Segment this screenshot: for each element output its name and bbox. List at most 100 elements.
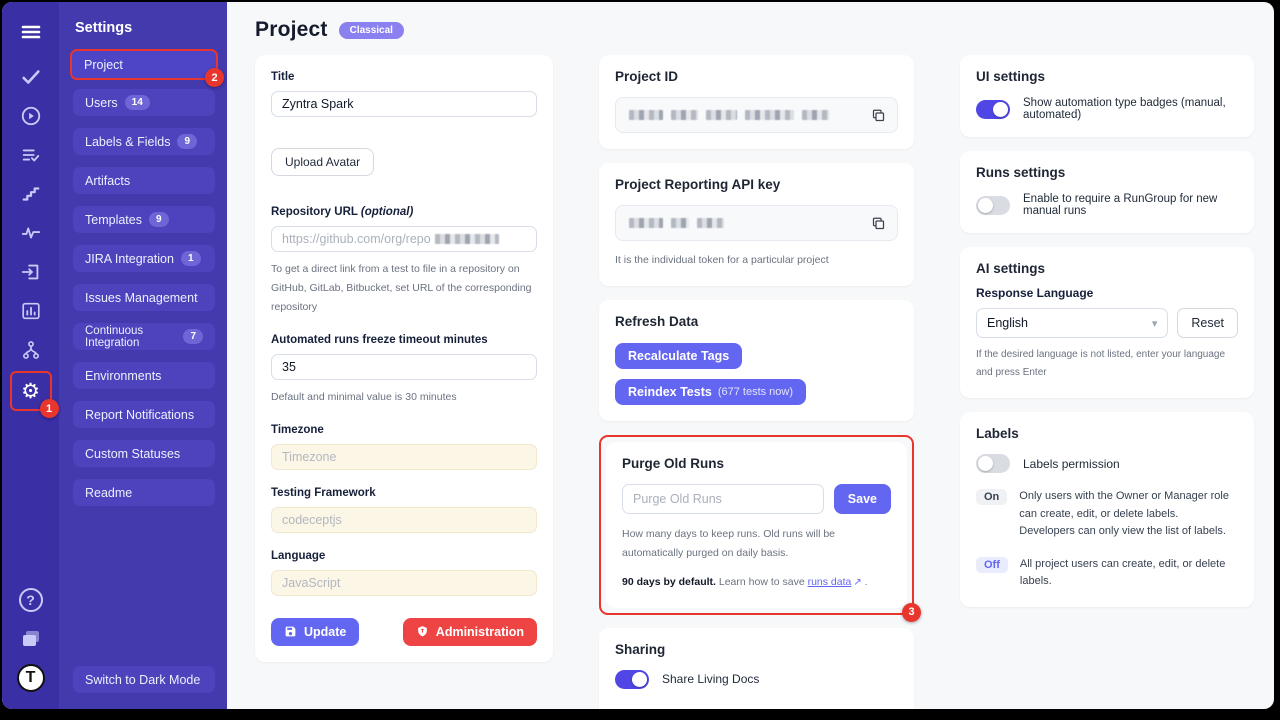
labels-off-text: All project users can create, edit, or d…	[1019, 557, 1226, 588]
sidebar-item-artifacts[interactable]: Artifacts	[73, 167, 215, 194]
require-rungroup-toggle[interactable]	[976, 195, 1010, 215]
copy-icon	[872, 109, 884, 121]
reindex-tests-button[interactable]: Reindex Tests (677 tests now)	[615, 378, 807, 405]
purge-old-runs-card: Purge Old Runs Save How many days to kee…	[606, 441, 907, 608]
sidebar-item-templates[interactable]: Templates 9	[73, 206, 215, 233]
sidebar-item-readme[interactable]: Readme	[73, 479, 215, 506]
repository-url-label: Repository URL (optional)	[271, 206, 414, 218]
classical-badge: Classical	[338, 21, 404, 39]
shield-icon	[417, 626, 427, 637]
project-item-highlight-box: Project 2	[70, 49, 224, 87]
annotation-step-3: 3	[902, 602, 921, 622]
import-icon[interactable]	[11, 252, 51, 291]
off-badge: Off	[976, 556, 1008, 573]
repository-url-input[interactable]: https://github.com/org/repo	[271, 226, 537, 252]
response-language-label: Response Language	[976, 286, 1094, 300]
api-key-card: Project Reporting API key It is the indi…	[599, 163, 914, 286]
labels-on-text: Only users with the Owner or Manager rol…	[1019, 490, 1229, 538]
api-key-help: It is the individual token for a particu…	[615, 254, 829, 266]
sidebar-item-continuous-integration[interactable]: Continuous Integration 7	[73, 323, 215, 350]
analytics-pulse-icon[interactable]	[11, 213, 51, 252]
purge-default-note: 90 days by default. Learn how to save ru…	[622, 573, 891, 592]
share-living-docs-label: Share Living Docs	[662, 672, 760, 687]
freeze-timeout-label: Automated runs freeze timeout minutes	[271, 333, 488, 346]
purge-old-runs-input[interactable]	[622, 483, 824, 514]
count-badge: 7	[183, 329, 203, 344]
tests-check-icon[interactable]	[11, 57, 51, 96]
app-logo[interactable]: T	[11, 658, 51, 697]
reports-bar-chart-icon[interactable]	[11, 291, 51, 330]
purge-save-button[interactable]: Save	[833, 483, 891, 514]
runs-settings-heading: Runs settings	[976, 165, 1066, 180]
settings-gear-icon[interactable]: ⚙	[14, 375, 48, 407]
project-id-field	[615, 97, 898, 133]
count-badge: 9	[148, 212, 169, 227]
labels-card: Labels Labels permission On Only users w…	[960, 412, 1254, 607]
page-title: Project	[255, 18, 328, 41]
icon-rail: ⚙ 1 ? T	[2, 2, 59, 709]
refresh-data-heading: Refresh Data	[615, 313, 699, 329]
reindex-count-note: (677 tests now)	[717, 385, 794, 398]
title-label: Title	[271, 71, 295, 83]
update-button[interactable]: Update	[271, 617, 360, 646]
ui-settings-heading: UI settings	[976, 69, 1046, 84]
redacted-project-id	[616, 110, 859, 120]
testing-framework-input[interactable]	[271, 506, 537, 533]
labels-permission-toggle[interactable]	[976, 454, 1010, 473]
project-id-heading: Project ID	[615, 69, 679, 84]
copy-api-key-button[interactable]	[859, 206, 897, 240]
administration-button[interactable]: Administration	[402, 617, 537, 646]
language-label: Language	[271, 549, 326, 562]
share-living-docs-toggle[interactable]	[615, 669, 649, 689]
freeze-timeout-help: Default and minimal value is 30 minutes	[271, 390, 457, 403]
runs-settings-card: Runs settings Enable to require a RunGro…	[960, 151, 1254, 233]
sidebar-item-environments[interactable]: Environments	[73, 362, 215, 389]
freeze-timeout-input[interactable]	[271, 353, 537, 380]
count-badge: 1	[180, 251, 201, 266]
sharing-heading: Sharing	[615, 641, 666, 657]
copy-icon	[872, 217, 884, 229]
suites-steps-icon[interactable]	[11, 174, 51, 213]
help-icon[interactable]: ?	[11, 580, 51, 619]
git-branch-icon[interactable]	[11, 330, 51, 369]
on-badge: On	[976, 489, 1008, 505]
switch-dark-mode-button[interactable]: Switch to Dark Mode	[73, 666, 215, 693]
labels-permission-label: Labels permission	[1023, 456, 1120, 471]
test-plans-list-check-icon[interactable]	[11, 135, 51, 174]
api-key-field	[615, 205, 898, 241]
refresh-data-card: Refresh Data Recalculate Tags Reindex Te…	[599, 299, 914, 421]
upload-avatar-button[interactable]: Upload Avatar	[271, 148, 375, 176]
redacted-living-docs-url[interactable]	[615, 702, 898, 709]
copy-project-id-button[interactable]	[859, 98, 897, 132]
main-content: Project Classical Title Upload Avatar Re…	[227, 2, 1274, 709]
settings-sidebar: Settings Project 2 Users 14 Labels & Fie…	[59, 2, 227, 709]
sidebar-item-custom-statuses[interactable]: Custom Statuses	[73, 440, 215, 467]
reset-language-button[interactable]: Reset	[1177, 308, 1238, 338]
runs-play-circle-icon[interactable]	[11, 96, 51, 135]
hamburger-menu-icon[interactable]	[11, 12, 51, 51]
recalculate-tags-button[interactable]: Recalculate Tags	[615, 342, 743, 369]
count-badge: 14	[124, 95, 150, 110]
projects-folders-icon[interactable]	[11, 619, 51, 658]
sidebar-item-users[interactable]: Users 14	[73, 89, 215, 116]
sidebar-item-issues-management[interactable]: Issues Management	[73, 284, 215, 311]
project-general-card: Title Upload Avatar Repository URL (opti…	[255, 55, 553, 662]
response-language-select[interactable]: English ▾	[976, 308, 1169, 338]
labels-off-row: Off All project users can create, edit, …	[976, 556, 1238, 591]
timezone-input[interactable]	[271, 443, 537, 470]
sidebar-item-jira-integration[interactable]: JIRA Integration 1	[73, 245, 215, 272]
runs-data-link[interactable]: runs data	[807, 575, 852, 588]
sidebar-item-project[interactable]: Project	[72, 51, 216, 78]
sidebar-item-report-notifications[interactable]: Report Notifications	[73, 401, 215, 428]
labels-on-row: On Only users with the Owner or Manager …	[976, 488, 1238, 541]
sidebar-item-labels-fields[interactable]: Labels & Fields 9	[73, 128, 215, 155]
count-badge: 9	[177, 134, 198, 149]
page-header: Project Classical	[255, 18, 1274, 42]
labels-heading: Labels	[976, 426, 1019, 441]
annotation-step-2: 2	[205, 68, 224, 87]
api-key-heading: Project Reporting API key	[615, 177, 781, 192]
language-input[interactable]	[271, 569, 537, 596]
sharing-card: Sharing Share Living Docs Enable Public …	[599, 627, 914, 709]
automation-badges-toggle[interactable]	[976, 99, 1010, 119]
title-input[interactable]	[271, 91, 537, 117]
